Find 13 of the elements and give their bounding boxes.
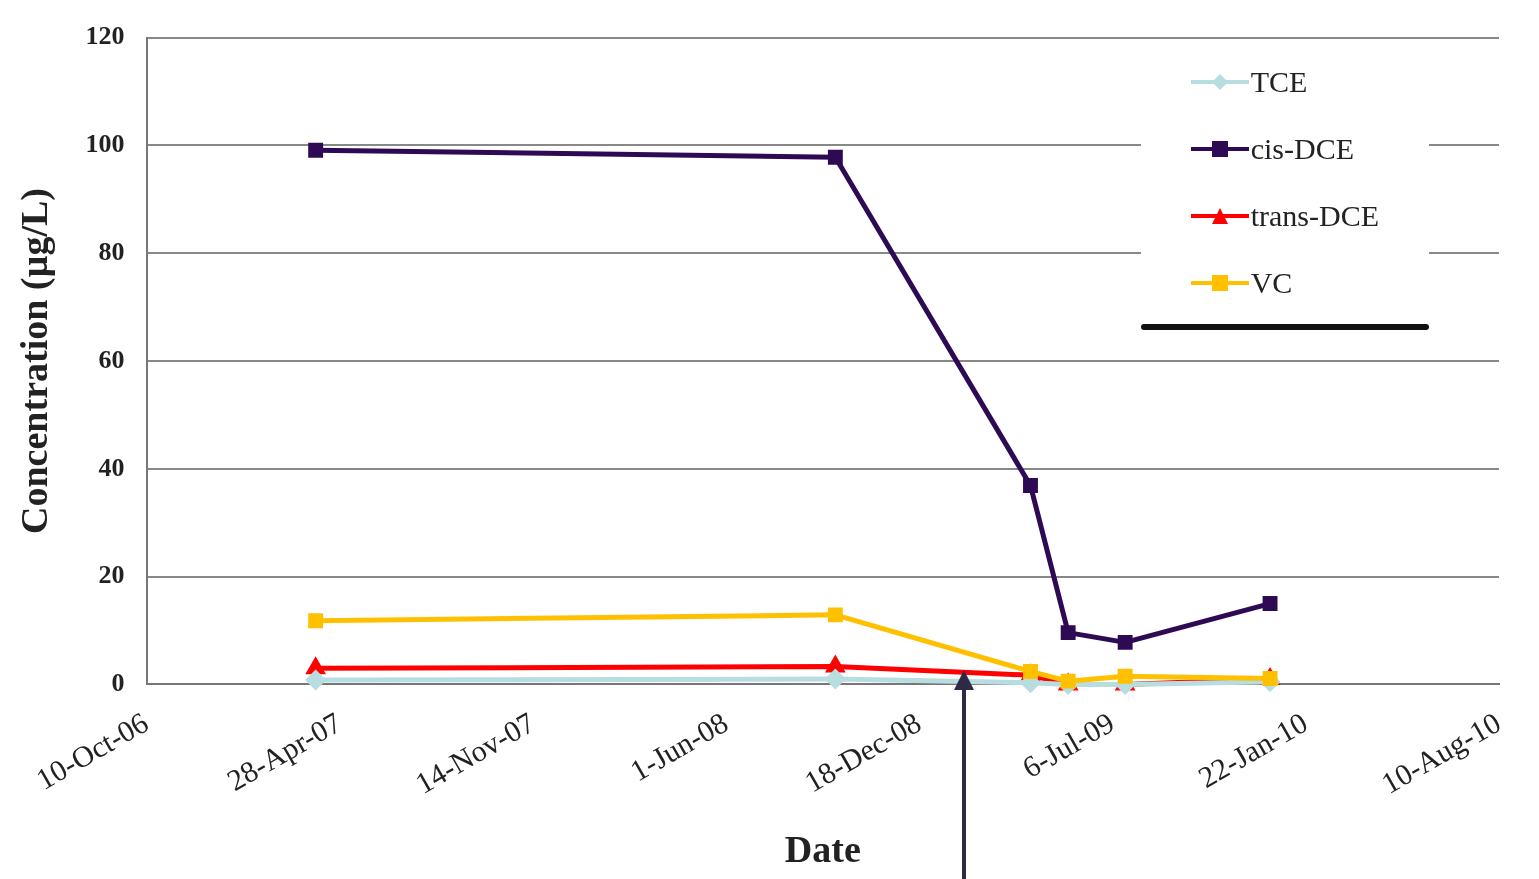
y-tick-label: 20 <box>98 560 125 590</box>
legend-label: trans-DCE <box>1250 198 1379 233</box>
y-tick-label: 100 <box>85 129 125 159</box>
y-tick-label: 0 <box>111 668 125 698</box>
y-axis-title: Concentration (µg/L) <box>12 188 56 534</box>
legend-label: TCE <box>1250 64 1308 99</box>
legend-label: cis-DCE <box>1250 131 1355 166</box>
x-axis-title: Date <box>784 828 861 871</box>
y-tick-label: 120 <box>85 21 125 51</box>
y-tick-label: 80 <box>98 236 125 266</box>
legend-label: VC <box>1250 265 1293 300</box>
y-tick-label: 40 <box>98 452 125 482</box>
y-tick-label: 60 <box>98 344 125 374</box>
